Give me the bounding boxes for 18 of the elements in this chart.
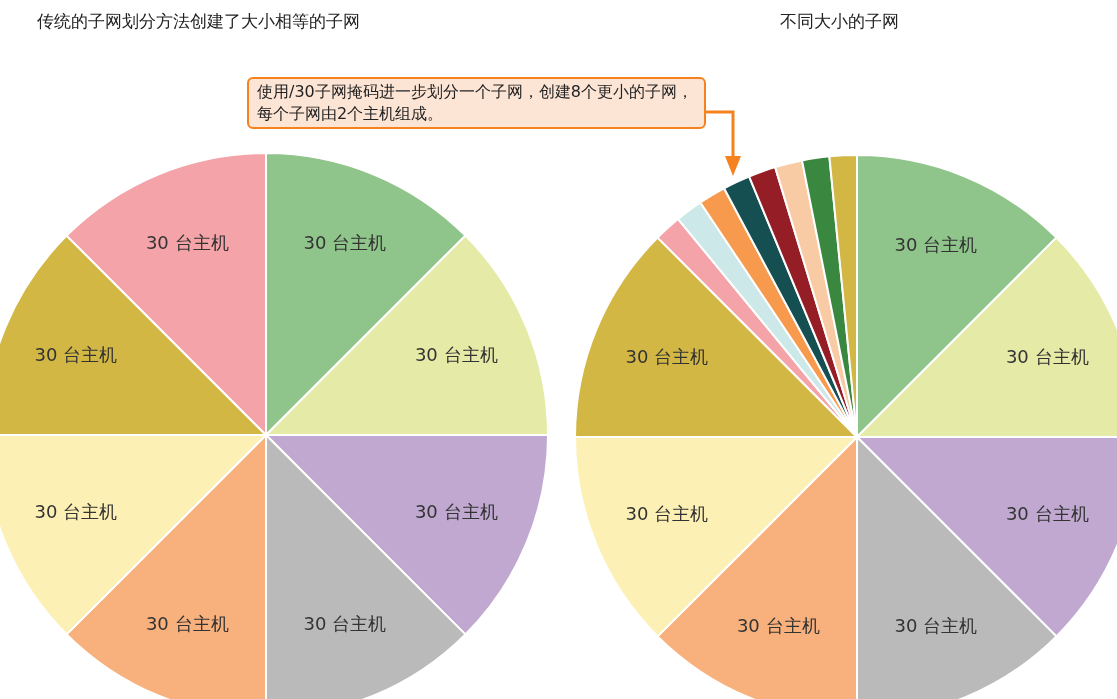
- data-label: 30 台主机: [414, 343, 498, 365]
- data-label: 30 台主机: [1005, 345, 1089, 367]
- data-label: 30 台主机: [145, 612, 229, 634]
- data-label: 30 台主机: [625, 503, 709, 525]
- chart-title: 传统的子网划分方法创建了大小相等的子网: [37, 10, 360, 33]
- data-label: 30 台主机: [625, 345, 709, 367]
- data-label: 30 台主机: [303, 612, 387, 634]
- data-label: 30 台主机: [414, 501, 498, 523]
- data-label: 30 台主机: [736, 614, 820, 636]
- chart-title: 不同大小的子网: [780, 10, 899, 33]
- data-label: 30 台主机: [34, 501, 118, 523]
- data-label: 30 台主机: [303, 232, 387, 254]
- data-label: 30 台主机: [34, 343, 118, 365]
- data-label: 30 台主机: [145, 232, 229, 254]
- data-label: 30 台主机: [1005, 503, 1089, 525]
- data-label: 30 台主机: [894, 234, 978, 256]
- data-label: 30 台主机: [894, 614, 978, 636]
- text: 使用/30子网掩码进一步划分一个子网，创建8个更小的子网，每个子网由2个主机组成。: [247, 77, 706, 129]
